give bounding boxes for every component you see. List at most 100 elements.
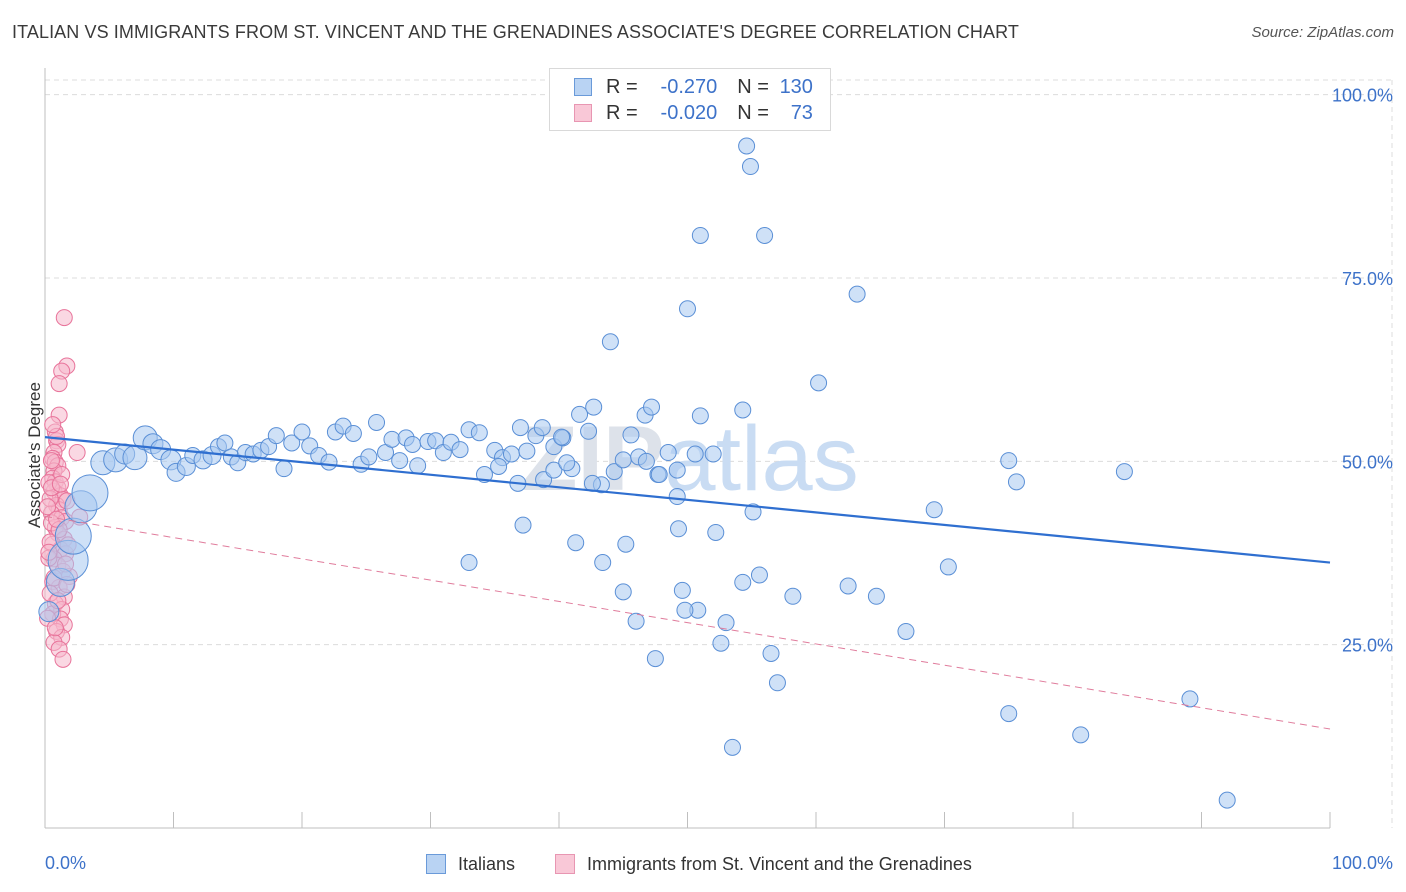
data-point-italians <box>1181 690 1199 708</box>
y-tick-label: 25.0% <box>1342 636 1393 656</box>
data-point-italians <box>897 622 915 640</box>
n-label: N = <box>737 75 769 98</box>
data-point-italians <box>571 405 589 423</box>
data-point-italians <box>275 460 293 478</box>
data-point-italians <box>650 466 668 484</box>
data-point-italians <box>1218 791 1236 809</box>
y-tick-label: 50.0% <box>1342 452 1393 472</box>
data-point-italians <box>750 566 768 584</box>
data-point-italians <box>460 554 478 572</box>
data-point-immigrants <box>44 416 62 434</box>
data-point-italians <box>707 523 725 541</box>
data-point-italians <box>1000 452 1018 470</box>
data-point-italians <box>614 583 632 601</box>
data-point-italians <box>744 503 762 521</box>
data-point-italians <box>360 448 378 466</box>
data-point-italians <box>1000 705 1018 723</box>
x-tick-label: 100.0% <box>1332 853 1393 873</box>
data-point-italians <box>514 516 532 534</box>
data-point-italians <box>451 441 469 459</box>
data-point-italians <box>580 422 598 440</box>
data-point-italians <box>810 374 828 392</box>
data-point-italians <box>383 430 401 448</box>
chart-title: ITALIAN VS IMMIGRANTS FROM ST. VINCENT A… <box>12 22 1019 42</box>
blue-swatch <box>574 78 592 96</box>
data-point-italians <box>617 535 635 553</box>
data-point-italians <box>691 226 709 244</box>
trend-line-italians <box>44 436 1331 564</box>
data-point-italians <box>768 674 786 692</box>
data-point-italians <box>320 453 338 471</box>
data-point-italians <box>368 413 386 431</box>
data-point-italians <box>659 444 677 462</box>
r-label: R = <box>606 101 638 124</box>
data-point-italians <box>511 419 529 437</box>
data-point-italians <box>545 461 563 479</box>
x-tick-label: 0.0% <box>45 853 86 873</box>
data-point-italians <box>738 137 756 155</box>
data-point-italians <box>594 554 612 572</box>
data-point-italians <box>470 424 488 442</box>
legend-label: Immigrants from St. Vincent and the Gren… <box>587 853 972 874</box>
data-point-immigrants <box>55 309 73 327</box>
data-point-italians <box>637 452 655 470</box>
y-axis-label: Associate's Degree <box>24 382 44 528</box>
data-point-immigrants <box>46 619 64 637</box>
axes <box>44 68 1331 829</box>
y-tick-label: 75.0% <box>1342 269 1393 289</box>
r-label: R = <box>606 75 638 98</box>
data-point-italians <box>867 587 885 605</box>
data-point-italians <box>734 573 752 591</box>
n-value: 130 <box>779 75 813 98</box>
data-point-italians <box>712 634 730 652</box>
legend-label: Italians <box>458 853 516 874</box>
data-point-italians <box>848 285 866 303</box>
data-point-italians <box>784 587 802 605</box>
data-point-italians <box>267 427 285 445</box>
data-point-italians <box>558 454 576 472</box>
pink-swatch <box>574 104 592 122</box>
bottom-legend-immigrants: Immigrants from St. Vincent and the Gren… <box>555 851 972 877</box>
data-point-italians <box>717 614 735 632</box>
data-point-italians <box>404 435 422 453</box>
data-point-italians <box>614 451 632 469</box>
data-point-italians <box>646 650 664 668</box>
data-point-italians <box>585 398 603 416</box>
data-point-immigrants <box>50 375 68 393</box>
n-value: 73 <box>790 101 813 124</box>
blue-series-points <box>38 137 1236 809</box>
data-point-italians <box>1072 726 1090 744</box>
data-point-italians <box>734 401 752 419</box>
data-point-italians <box>762 644 780 662</box>
r-value: -0.270 <box>660 75 718 98</box>
data-point-italians <box>676 601 694 619</box>
data-point-italians <box>741 158 759 176</box>
trend-line-immigrants <box>44 515 1331 730</box>
data-point-italians <box>756 226 774 244</box>
data-point-italians <box>643 398 661 416</box>
blue-swatch <box>426 854 446 874</box>
data-point-italians <box>601 333 619 351</box>
data-point-italians <box>567 534 585 552</box>
data-point-italians <box>293 423 311 441</box>
data-point-italians <box>627 612 645 630</box>
data-point-italians <box>686 445 704 463</box>
data-point-italians <box>71 474 109 512</box>
data-point-italians <box>723 738 741 756</box>
data-point-italians <box>391 452 409 470</box>
n-label: N = <box>737 101 769 124</box>
source-label: Source: ZipAtlas.com <box>1251 24 1394 41</box>
data-point-italians <box>518 442 536 460</box>
correlation-legend: R = -0.270 N = 130 R = -0.020 N = 73 <box>549 68 831 131</box>
data-point-italians <box>691 407 709 425</box>
bottom-legend-italians: Italians <box>426 851 515 877</box>
data-point-immigrants <box>68 444 86 462</box>
legend-row-immigrants: R = -0.020 N = 73 <box>574 101 813 125</box>
data-point-italians <box>668 461 686 479</box>
data-point-italians <box>673 581 691 599</box>
grid-lines <box>45 79 1393 828</box>
data-point-italians <box>38 601 60 623</box>
data-point-italians <box>1115 463 1133 481</box>
pink-swatch <box>555 854 575 874</box>
data-point-italians <box>216 434 234 452</box>
